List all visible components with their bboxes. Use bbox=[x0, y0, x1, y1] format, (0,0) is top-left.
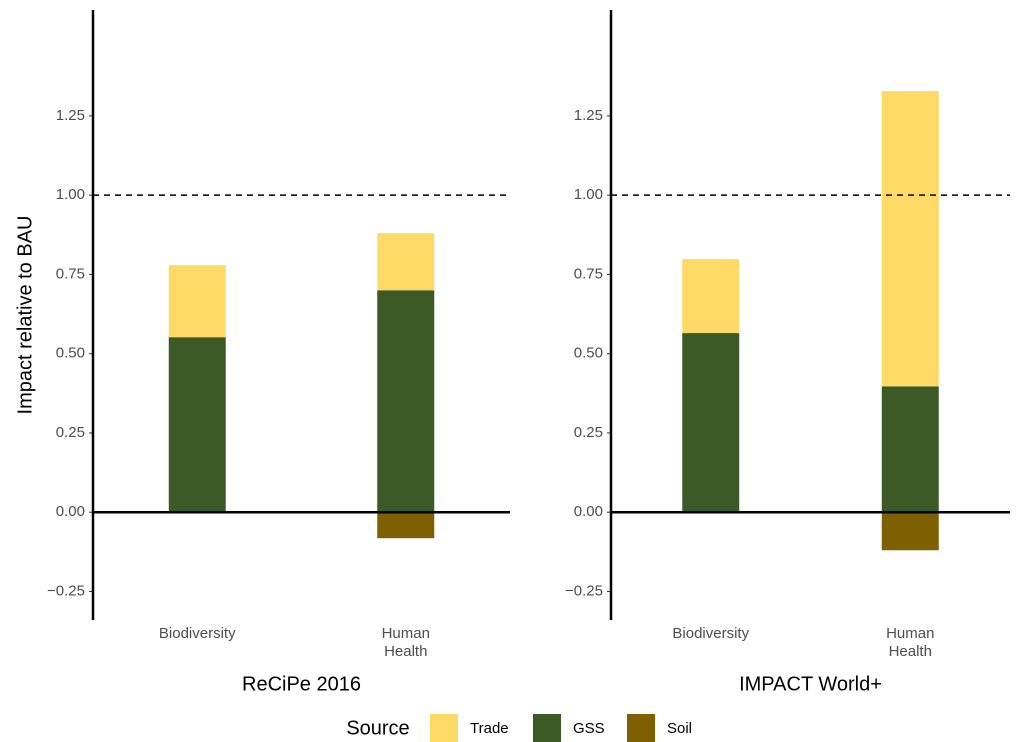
legend-title: Source bbox=[346, 717, 409, 739]
bar-segment bbox=[682, 333, 740, 513]
y-tick-label: 0.25 bbox=[56, 424, 85, 441]
bar-segment bbox=[377, 233, 435, 291]
y-tick-label: −0.25 bbox=[47, 582, 85, 599]
panel-title: ReCiPe 2016 bbox=[242, 673, 361, 695]
x-tick-label: Biodiversity bbox=[672, 625, 750, 642]
bar-segment bbox=[377, 512, 435, 539]
legend-key bbox=[533, 714, 561, 742]
y-tick-label: 0.00 bbox=[574, 503, 603, 520]
bar-segment bbox=[168, 337, 226, 513]
legend-key bbox=[627, 714, 655, 742]
legend-label: GSS bbox=[573, 720, 605, 737]
y-tick-label: 1.25 bbox=[574, 107, 603, 124]
bar-segment bbox=[881, 386, 939, 513]
y-tick-label: 0.75 bbox=[56, 265, 85, 282]
y-tick-label: 1.00 bbox=[56, 186, 85, 203]
y-tick-label: 1.00 bbox=[574, 186, 603, 203]
y-tick-label: 0.75 bbox=[574, 265, 603, 282]
y-tick-label: 0.00 bbox=[56, 503, 85, 520]
y-tick-label: 0.50 bbox=[56, 345, 85, 362]
x-tick-label: Human Health bbox=[886, 625, 935, 660]
y-tick-label: 0.50 bbox=[574, 345, 603, 362]
legend-label: Soil bbox=[667, 720, 692, 737]
legend-label: Trade bbox=[470, 720, 509, 737]
y-tick-label: −0.25 bbox=[565, 582, 603, 599]
bar-segment bbox=[377, 290, 435, 513]
y-tick-label: 0.25 bbox=[574, 424, 603, 441]
x-tick-label: Biodiversity bbox=[158, 625, 236, 642]
y-tick-label: 1.25 bbox=[56, 107, 85, 124]
panel-title: IMPACT World+ bbox=[739, 673, 882, 695]
x-tick-label: Human Health bbox=[381, 625, 430, 660]
y-axis-label: Impact relative to BAU bbox=[14, 216, 36, 415]
bar-segment bbox=[168, 265, 226, 338]
bar-segment bbox=[881, 91, 939, 387]
bar-segment bbox=[881, 512, 939, 551]
legend-key bbox=[430, 714, 458, 742]
bar-segment bbox=[682, 259, 740, 334]
